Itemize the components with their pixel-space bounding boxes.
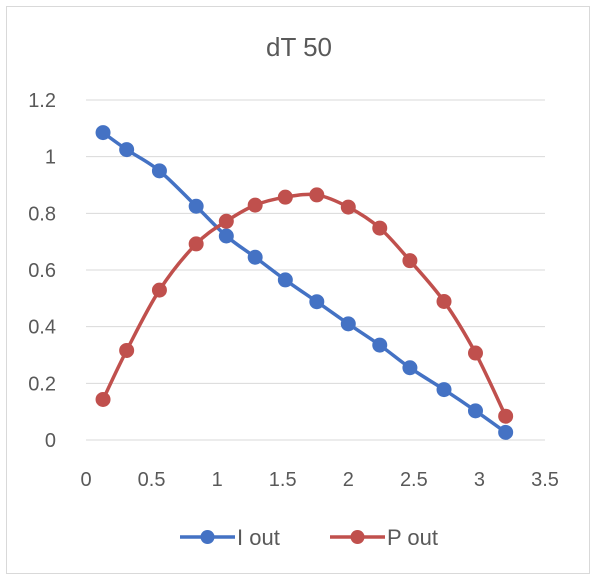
legend-marker (350, 530, 365, 544)
data-point (467, 403, 483, 419)
data-point (151, 163, 167, 179)
data-point (188, 236, 204, 252)
data-point (402, 253, 418, 269)
x-tick-label: 1 (212, 469, 223, 491)
data-point (95, 391, 111, 407)
x-tick-label: 0 (80, 469, 91, 491)
x-tick-label: 3.5 (531, 469, 559, 491)
data-point (309, 294, 325, 310)
x-tick-label: 0.5 (138, 469, 166, 491)
data-point (340, 316, 356, 332)
x-tick-label: 2.5 (400, 469, 428, 491)
data-point (119, 142, 135, 158)
legend-item: P out (330, 525, 438, 550)
series-layer (95, 125, 514, 440)
y-tick-label: 0.2 (28, 373, 56, 395)
data-point (498, 424, 514, 440)
data-point (402, 360, 418, 376)
x-tick-label: 2 (343, 469, 354, 491)
y-tick-label: 1.2 (28, 90, 56, 112)
series-i-out (95, 125, 514, 440)
data-point (372, 337, 388, 353)
data-point (340, 199, 356, 215)
data-point (218, 228, 234, 244)
y-tick-label: 0 (45, 430, 56, 452)
y-tick-label: 0.6 (28, 260, 56, 282)
chart-title: dT 50 (266, 32, 332, 62)
grid (86, 99, 545, 384)
series-p-out (95, 187, 514, 424)
x-tick-label: 1.5 (269, 469, 297, 491)
data-point (247, 249, 263, 265)
data-point (372, 220, 388, 236)
data-point (436, 382, 452, 398)
axes: 0 0.2 0.4 0.6 0.8 1 1.2 0 0.5 1 1.5 2 2.5 3 3.5 (28, 90, 559, 491)
y-tick-label: 0.4 (28, 317, 56, 339)
y-tick-label: 0.8 (28, 203, 56, 225)
x-tick-label: 3 (474, 469, 485, 491)
data-point (119, 342, 135, 358)
y-tick-label: 1 (45, 147, 56, 169)
data-point (218, 213, 234, 229)
data-point (467, 345, 483, 361)
legend-label: P out (387, 525, 438, 550)
legend-label: I out (237, 525, 280, 550)
data-point (151, 282, 167, 298)
data-point (247, 197, 263, 213)
data-point (188, 198, 204, 214)
data-point (309, 187, 325, 203)
data-point (277, 272, 293, 288)
data-point (277, 189, 293, 205)
legend: I out P out (180, 525, 438, 550)
data-point (436, 293, 452, 309)
data-point (498, 408, 514, 424)
legend-item: I out (180, 525, 280, 550)
data-point (95, 125, 111, 141)
legend-marker (200, 530, 215, 544)
